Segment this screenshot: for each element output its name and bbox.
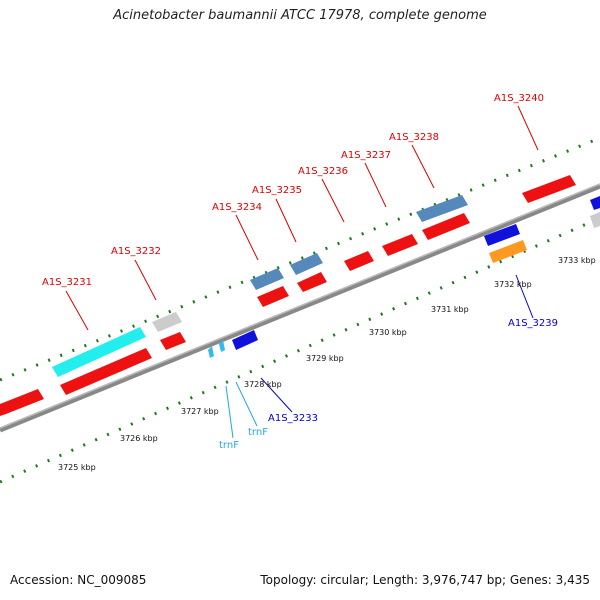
feature-trna-2[interactable] <box>219 340 225 352</box>
feature-rrna-a1s-3238[interactable] <box>416 195 468 222</box>
feature-rna-a1s-3231[interactable] <box>52 327 146 377</box>
forward-strand-features <box>0 175 600 416</box>
gene-label[interactable]: trnF <box>248 427 268 438</box>
scale-labels: 3725 kbp 3726 kbp 3727 kbp 3728 kbp 3729… <box>58 256 596 472</box>
feature-cds-blue-3239[interactable] <box>484 224 520 246</box>
leader-trnf-1 <box>225 385 234 439</box>
feature-other-a1s-3232[interactable] <box>152 312 182 332</box>
label-leaders <box>65 105 539 439</box>
leader-trnf-2 <box>235 381 258 427</box>
feature-trna-1[interactable] <box>208 346 214 358</box>
leader-a1s-3236 <box>321 178 345 223</box>
gene-label[interactable]: A1S_3231 <box>42 277 92 288</box>
leader-a1s-3234 <box>235 214 259 261</box>
feature-cds-a1s-3237[interactable] <box>382 234 418 256</box>
feature-orange-a1s-3239[interactable] <box>489 240 527 263</box>
genome-backbone <box>0 183 600 433</box>
feature-cds-3238b[interactable] <box>422 213 470 240</box>
accession-text: Accession: NC_009085 <box>10 573 147 587</box>
feature-rrna-a1s-3235[interactable] <box>290 253 323 275</box>
feature-rrna-a1s-3234[interactable] <box>250 268 284 290</box>
gene-labels: A1S_3231 A1S_3232 A1S_3234 A1S_3235 A1S_… <box>42 93 558 451</box>
leader-a1s-3233 <box>260 377 293 413</box>
gene-label[interactable]: A1S_3237 <box>341 150 391 161</box>
scale-label: 3728 kbp <box>244 380 282 389</box>
feature-cds-a1s-3233[interactable] <box>232 330 258 350</box>
feature-cds-3234b[interactable] <box>257 286 289 307</box>
leader-a1s-3240 <box>517 105 539 151</box>
leader-a1s-3238 <box>411 144 435 189</box>
leader-a1s-3232 <box>134 259 157 301</box>
feature-cds-3235b[interactable] <box>297 272 327 292</box>
genome-backbone-highlight <box>0 183 600 429</box>
scale-label: 3731 kbp <box>431 305 469 314</box>
scale-label: 3725 kbp <box>58 463 96 472</box>
gene-label[interactable]: A1S_3236 <box>298 166 348 177</box>
genome-summary-text: Topology: circular; Length: 3,976,747 bp… <box>260 573 590 587</box>
feature-cds-a1s-3236[interactable] <box>344 251 374 271</box>
reverse-strand-features <box>208 224 527 358</box>
leader-a1s-3239 <box>515 274 534 319</box>
feature-blue-edge[interactable] <box>590 196 600 210</box>
gene-label[interactable]: A1S_3235 <box>252 185 302 196</box>
feature-cds-a1s-3231[interactable] <box>60 348 152 395</box>
feature-cds-a1s-3240[interactable] <box>522 175 576 203</box>
gene-label[interactable]: trnF <box>219 440 239 451</box>
gene-label[interactable]: A1S_3234 <box>212 202 262 213</box>
scale-label: 3726 kbp <box>120 434 158 443</box>
map-title: Acinetobacter baumannii ATCC 17978, comp… <box>113 8 487 23</box>
gene-label[interactable]: A1S_3239 <box>508 318 558 329</box>
inner-minor-ticks <box>0 216 600 484</box>
feature-cds-0[interactable] <box>0 389 44 416</box>
scale-label: 3730 kbp <box>369 328 407 337</box>
gene-label[interactable]: A1S_3238 <box>389 132 439 143</box>
scale-label: 3733 kbp <box>558 256 596 265</box>
feature-cds-3232b[interactable] <box>160 332 186 350</box>
feature-other-edge[interactable] <box>590 212 600 228</box>
inner-tick-track <box>0 216 600 484</box>
leader-a1s-3237 <box>364 162 387 208</box>
scale-label: 3732 kbp <box>494 280 532 289</box>
scale-label: 3729 kbp <box>306 354 344 363</box>
leader-a1s-3235 <box>275 198 297 243</box>
gene-label[interactable]: A1S_3232 <box>111 246 161 257</box>
gene-label[interactable]: A1S_3233 <box>268 413 318 424</box>
leader-a1s-3231 <box>65 290 89 331</box>
scale-label: 3727 kbp <box>181 407 219 416</box>
gene-label[interactable]: A1S_3240 <box>494 93 544 104</box>
